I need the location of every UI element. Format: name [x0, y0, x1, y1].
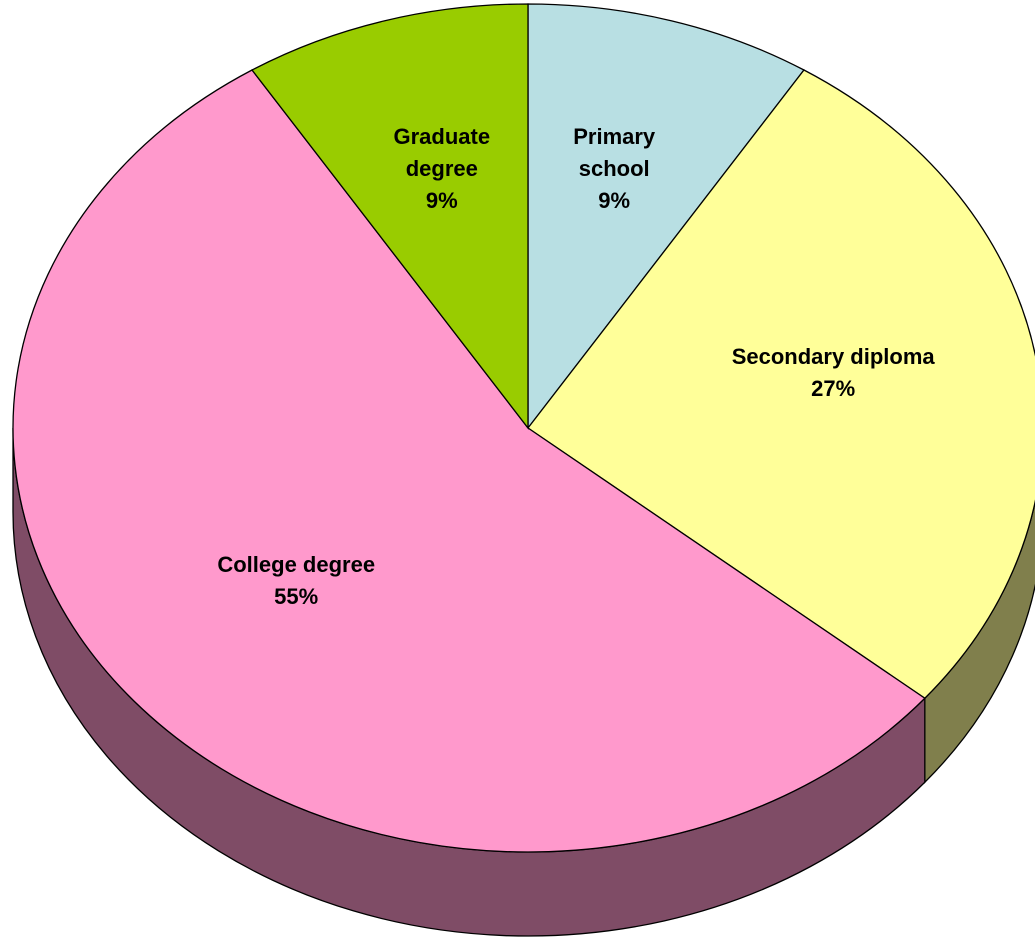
category-label: College degree — [217, 552, 376, 578]
data-label-box: Primary school 9% — [554, 104, 674, 234]
data-label: Primary school 9% — [554, 104, 674, 234]
data-label-box: Graduate degree 9% — [382, 104, 502, 234]
data-label-box: College degree 55% — [136, 516, 456, 646]
data-label: College degree 55% — [136, 516, 456, 646]
category-label: Secondary diploma — [731, 344, 935, 370]
slice — [251, 3, 529, 430]
category-label: Primary school — [573, 123, 656, 181]
data-label-box: Secondary diploma 27% — [673, 308, 993, 438]
slice — [527, 69, 1035, 700]
slice — [527, 3, 805, 430]
category-label: Graduate degree — [393, 123, 491, 181]
value-label: 27% — [811, 376, 856, 402]
data-label: Graduate degree 9% — [382, 104, 502, 234]
value-label: 9% — [598, 187, 631, 213]
slice — [12, 69, 926, 853]
data-label: Secondary diploma 27% — [673, 308, 993, 438]
value-label: 9% — [425, 187, 458, 213]
value-label: 55% — [274, 584, 319, 610]
